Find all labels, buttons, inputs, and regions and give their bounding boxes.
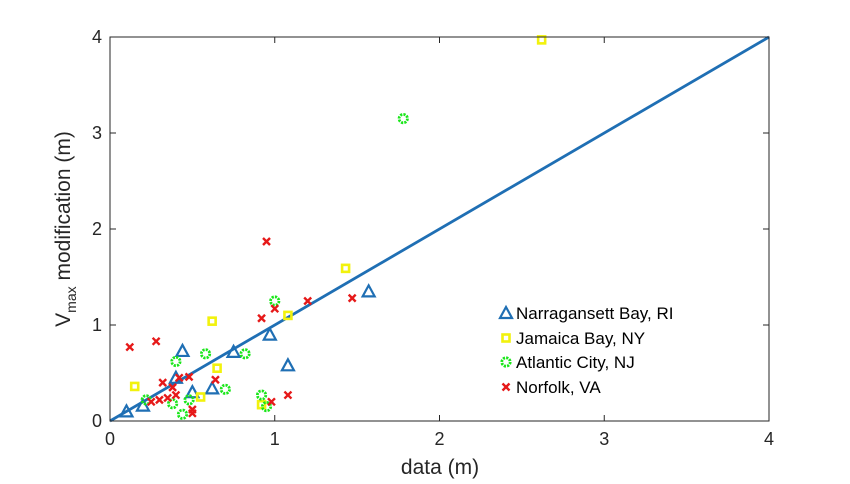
legend-marker-norfolk — [501, 382, 511, 392]
y-axis-label: Vmax modification (m) — [52, 131, 79, 327]
norfolk-point-2 — [151, 336, 161, 346]
norfolk-point-13 — [257, 313, 266, 323]
narragansett-point-7 — [261, 326, 278, 341]
reference-line — [109, 35, 770, 423]
narragansett-point-0 — [118, 403, 135, 418]
legend-marker-narragansett — [498, 304, 514, 320]
legend-label-narragansett: Narragansett Bay, RI — [516, 304, 673, 323]
narragansett-point-9 — [360, 283, 377, 298]
x-tick-label-3: 3 — [599, 429, 609, 449]
legend-symbol-narragansett — [498, 304, 514, 320]
jamaica-point-5 — [283, 310, 293, 321]
atlantic-point-2 — [170, 355, 182, 368]
atlantic-point-8 — [255, 389, 268, 401]
y-axis-label-sub: max — [63, 286, 79, 312]
legend-label-jamaica: Jamaica Bay, NY — [516, 329, 645, 348]
x-axis-label: data (m) — [401, 456, 479, 479]
legend: Narragansett Bay, RI Jamaica Bay, NY Atl… — [498, 304, 673, 397]
norfolk-point-1 — [146, 397, 156, 407]
legend-symbol-jamaica — [501, 333, 511, 343]
norfolk-point-16 — [270, 304, 280, 314]
x-tick-label-0: 0 — [105, 429, 115, 449]
data-marks — [109, 35, 770, 423]
narragansett-point-4 — [184, 383, 201, 399]
norfolk-point-7 — [171, 390, 181, 400]
norfolk-point-4 — [158, 378, 168, 387]
legend-label-atlantic: Atlantic City, NJ — [516, 353, 635, 372]
norfolk-point-6 — [168, 383, 177, 392]
legend-symbol-atlantic — [500, 356, 512, 368]
norfolk-point-11 — [188, 408, 197, 418]
y-axis-label-rest: modification (m) — [52, 131, 75, 286]
y-tick-label-2: 2 — [92, 219, 102, 239]
jamaica-point-6 — [340, 263, 351, 274]
jamaica-point-7 — [536, 35, 547, 45]
norfolk-point-15 — [267, 397, 276, 407]
y-tick-label-3: 3 — [92, 123, 102, 143]
norfolk-point-18 — [303, 296, 313, 306]
atlantic-point-6 — [219, 383, 231, 395]
narragansett-point-8 — [280, 357, 296, 372]
jamaica-point-3 — [212, 363, 222, 374]
norfolk-point-17 — [283, 390, 293, 400]
jamaica-point-1 — [195, 392, 206, 402]
jamaica-point-2 — [207, 316, 217, 326]
y-tick-label-0: 0 — [92, 411, 102, 431]
jamaica-point-0 — [129, 381, 140, 392]
legend-marker-atlantic — [500, 356, 512, 368]
norfolk-point-3 — [155, 395, 164, 405]
atlantic-point-1 — [167, 398, 179, 410]
atlantic-point-9 — [260, 400, 273, 413]
norfolk-point-0 — [125, 342, 135, 352]
legend-marker-jamaica — [501, 333, 511, 343]
atlantic-point-11 — [397, 113, 409, 125]
narragansett-point-6 — [225, 343, 242, 358]
y-tick-label-1: 1 — [92, 315, 102, 335]
x-tick-label-1: 1 — [270, 429, 280, 449]
y-axis-label-main: V — [52, 313, 75, 327]
norfolk-point-5 — [163, 393, 173, 403]
norfolk-point-19 — [347, 293, 357, 303]
atlantic-point-3 — [176, 408, 189, 420]
atlantic-point-4 — [183, 394, 195, 406]
x-tick-label-2: 2 — [434, 429, 444, 449]
y-tick-label-4: 4 — [92, 27, 102, 47]
legend-label-norfolk: Norfolk, VA — [516, 378, 601, 397]
atlantic-point-7 — [239, 348, 251, 360]
norfolk-point-8 — [174, 373, 184, 383]
x-tick-label-4: 4 — [764, 429, 774, 449]
tick-marks — [109, 36, 770, 422]
norfolk-point-12 — [211, 375, 220, 385]
atlantic-point-10 — [269, 295, 281, 307]
narragansett-point-3 — [174, 342, 191, 358]
narragansett-point-5 — [204, 380, 220, 395]
norfolk-point-14 — [262, 237, 271, 246]
atlantic-point-5 — [199, 348, 212, 360]
norfolk-point-9 — [184, 372, 194, 382]
legend-symbol-norfolk — [501, 382, 511, 392]
